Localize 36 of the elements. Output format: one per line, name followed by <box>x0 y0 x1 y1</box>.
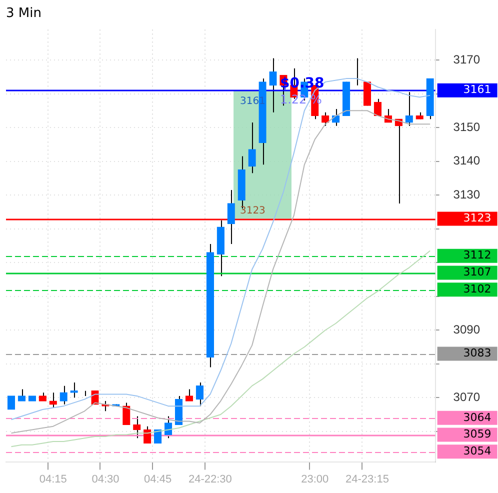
x-tick-label: 24-22:30 <box>188 473 232 486</box>
x-tick-label: 04:30 <box>92 473 120 486</box>
ref-line-label: 3107 <box>463 266 492 279</box>
ref-line-label: 3083 <box>463 346 492 360</box>
candlestick <box>133 416 141 439</box>
y-tick-label: 3150 <box>453 120 480 134</box>
x-tick-label: 04:15 <box>39 473 67 486</box>
ref-line-label: 3123 <box>463 212 492 225</box>
candlestick <box>322 112 330 126</box>
candlestick <box>248 122 256 174</box>
ref-line-label: 3161 <box>463 83 492 96</box>
ref-line-label: 3054 <box>463 444 492 458</box>
chart-title: 3 Min <box>6 6 42 22</box>
y-tick-label: 3090 <box>453 322 480 336</box>
candlestick <box>405 92 413 126</box>
candlestick <box>122 402 130 426</box>
y-tick-label: 3170 <box>453 52 480 66</box>
candlestick <box>7 396 16 410</box>
x-tick-label: 04:45 <box>144 473 172 486</box>
x-tick-label: 23:00 <box>301 473 329 486</box>
y-tick-label: 3130 <box>453 187 480 202</box>
candlestick <box>227 189 235 245</box>
ref-line-label: 3102 <box>463 282 492 296</box>
candlestick <box>49 392 57 408</box>
ref-line-label: 3112 <box>463 248 492 262</box>
y-tick-label: 3140 <box>453 154 480 168</box>
candlestick <box>332 108 340 126</box>
candlestick <box>374 98 382 116</box>
y-tick-label: 3070 <box>453 390 480 404</box>
candlestick <box>60 385 68 405</box>
candlestick <box>269 58 277 113</box>
candlestick <box>196 382 204 407</box>
x-tick-label: 24-23:15 <box>346 473 389 486</box>
ref-line-label: 3064 <box>463 410 492 424</box>
ref-line-label: 3059 <box>463 428 492 441</box>
annotation: 3123 <box>240 205 266 216</box>
